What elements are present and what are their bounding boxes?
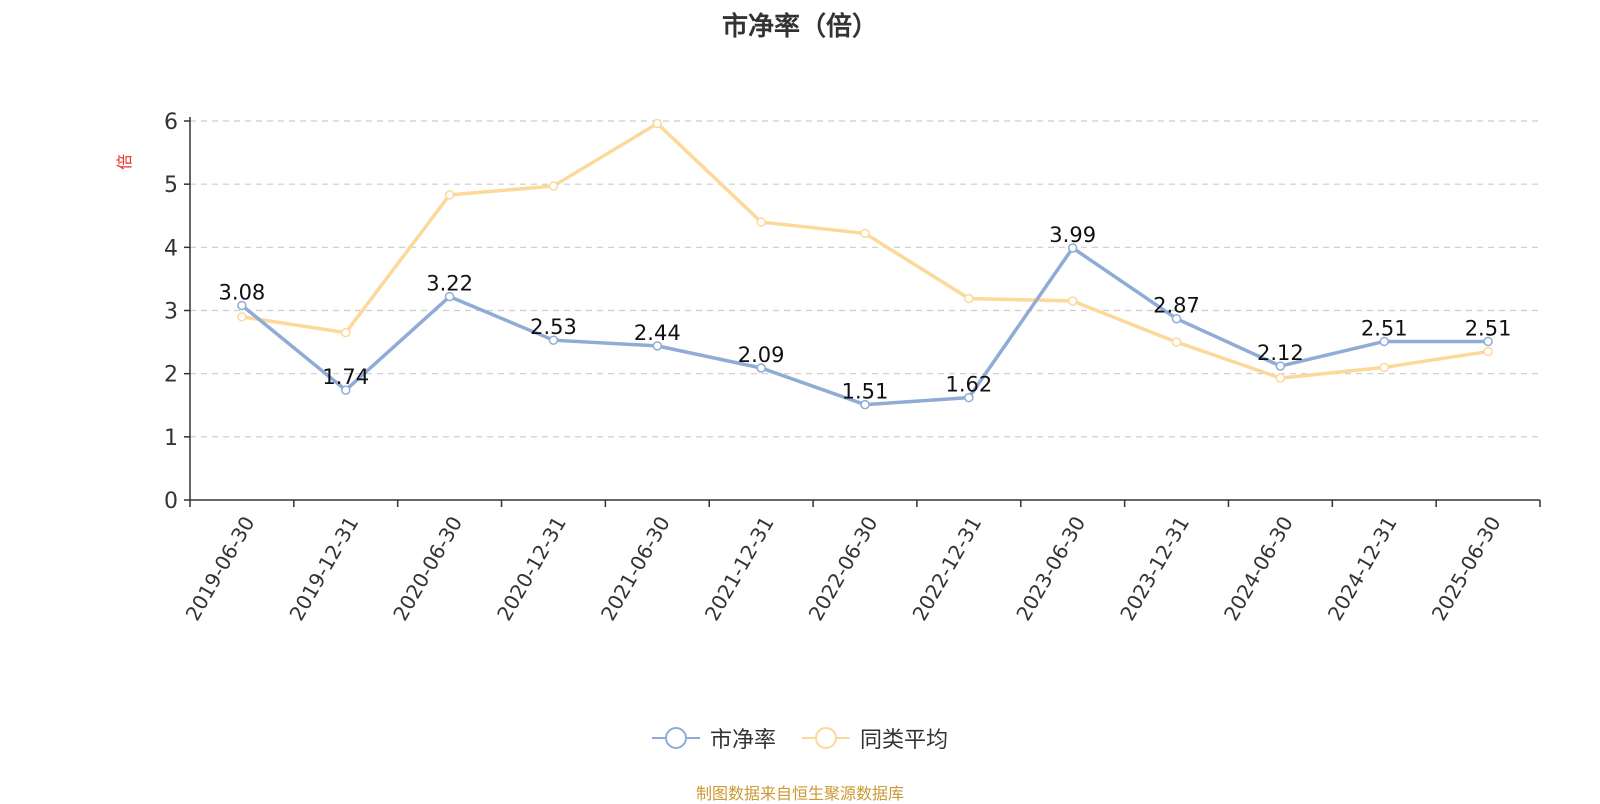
- gridlines: [190, 120, 1540, 438]
- data-label: 2.87: [1153, 294, 1200, 318]
- data-labels: 3.08 1.74 3.22 2.53 2.44 2.09 1.51 1.62 3.99 2.87…: [219, 223, 1512, 404]
- data-point-0: [860, 399, 870, 410]
- data-point-1: [548, 181, 559, 191]
- source-footer: 制图数据来自恒生聚源数据库: [695, 784, 904, 803]
- chart-title: 市净率（倍）: [721, 12, 878, 42]
- data-label: 3.22: [426, 272, 473, 296]
- data-point-0: [341, 385, 351, 395]
- data-point-1: [1171, 337, 1182, 347]
- x-tick-label: 2023-06-30: [1011, 512, 1090, 625]
- data-point-0: [237, 300, 247, 311]
- data-point-0: [1067, 243, 1078, 253]
- legend-marker-avg-icon: [802, 727, 850, 749]
- data-point-1: [1483, 346, 1493, 357]
- data-point-0: [1275, 361, 1286, 371]
- x-tick-label: 2024-12-31: [1323, 512, 1402, 625]
- x-tick-label: 2020-12-31: [492, 512, 571, 625]
- data-point-1: [1067, 296, 1078, 306]
- legend-item-avg[interactable]: 同类平均: [802, 722, 948, 754]
- data-label: 3.08: [219, 280, 266, 304]
- data-point-1: [237, 312, 247, 322]
- data-label: 2.51: [1361, 316, 1408, 340]
- data-label: 1.62: [945, 373, 992, 397]
- y-tick-label: 4: [164, 236, 178, 261]
- data-label: 2.09: [738, 343, 785, 367]
- data-label: 3.99: [1049, 223, 1096, 247]
- data-point-0: [1483, 336, 1493, 347]
- data-label: 2.44: [634, 321, 681, 345]
- y-tick-label: 6: [164, 110, 178, 135]
- legend-label-avg: 同类平均: [860, 728, 949, 753]
- legend-item-pb[interactable]: 市净率: [651, 722, 776, 754]
- data-point-1: [1275, 373, 1286, 383]
- x-tick-label: 2019-12-31: [284, 512, 363, 625]
- x-tick-label: 2021-06-30: [596, 512, 675, 625]
- data-point-0: [756, 363, 766, 373]
- y-tick-label: 5: [164, 173, 178, 198]
- data-label: 2.53: [530, 315, 577, 339]
- data-label: 2.51: [1465, 316, 1512, 340]
- y-tick-label: 2: [164, 363, 178, 388]
- legend-label-pb: 市净率: [709, 728, 776, 753]
- y-axis-label: 倍: [115, 154, 134, 170]
- x-tick-label: 2022-06-30: [804, 512, 883, 625]
- data-point-0: [652, 341, 663, 351]
- data-point-0: [964, 392, 974, 403]
- x-tick-label: 2022-12-31: [907, 512, 986, 625]
- data-point-1: [341, 327, 351, 338]
- y-tick-label: 1: [164, 426, 178, 451]
- data-point-0: [1171, 313, 1182, 324]
- legend-marker-pb-icon: [651, 727, 700, 749]
- data-point-1: [860, 228, 870, 239]
- data-point-0: [1379, 336, 1389, 347]
- data-point-0: [548, 335, 559, 345]
- data-label: 1.74: [322, 365, 369, 389]
- y-tick-label: 3: [164, 300, 178, 325]
- data-point-0: [444, 291, 455, 302]
- y-tick-label: 0: [164, 489, 178, 514]
- x-tick-label: 2019-06-30: [181, 512, 260, 625]
- data-point-1: [756, 217, 766, 227]
- data-point-1: [444, 190, 455, 200]
- series-line-1: [241, 121, 1489, 380]
- x-tick-label: 2024-06-30: [1219, 512, 1298, 625]
- data-point-1: [652, 118, 663, 129]
- data-label: 2.12: [1257, 341, 1304, 365]
- data-label: 1.51: [842, 380, 889, 404]
- data-point-1: [964, 293, 974, 304]
- x-tick-label: 2021-12-31: [700, 512, 779, 625]
- data-point-1: [1379, 362, 1389, 373]
- legend: 市净率 同类平均: [0, 722, 1600, 754]
- x-tick-label: 2023-12-31: [1115, 512, 1194, 625]
- series-lines: [237, 118, 1493, 410]
- x-tick-label: 2020-06-30: [388, 512, 467, 625]
- x-tick-label: 2025-06-30: [1427, 512, 1506, 625]
